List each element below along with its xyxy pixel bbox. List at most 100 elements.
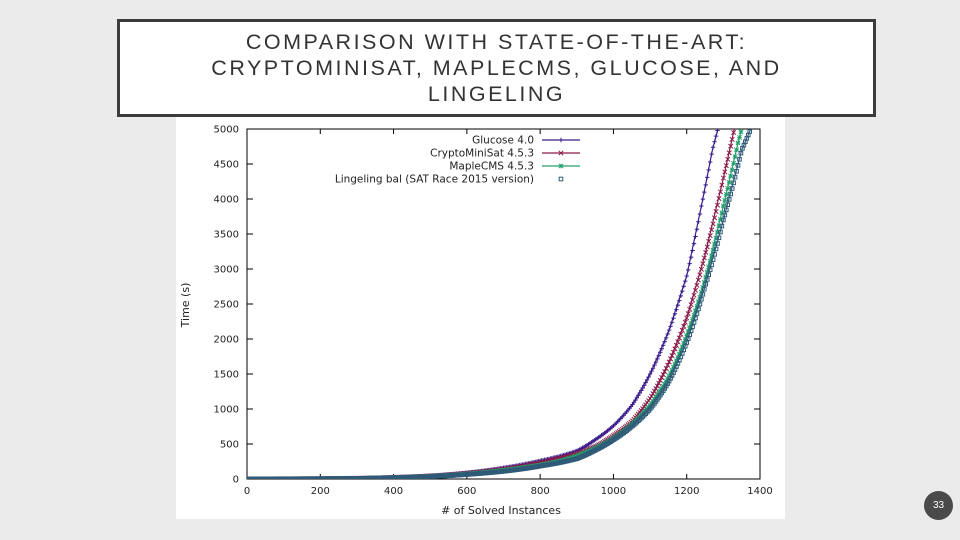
data-point	[647, 371, 653, 377]
legend-label: CryptoMiniSat 4.5.3	[430, 148, 534, 160]
data-point	[731, 129, 737, 136]
data-point	[685, 311, 691, 317]
data-point	[729, 167, 735, 173]
data-point	[731, 180, 736, 186]
data-point	[726, 150, 732, 156]
data-point	[692, 308, 699, 314]
data-point	[652, 362, 657, 368]
data-point	[693, 234, 698, 239]
data-point	[691, 292, 697, 298]
data-point	[690, 248, 695, 253]
data-point	[697, 211, 703, 217]
data-point	[682, 319, 688, 325]
data-point	[690, 317, 696, 323]
data-point	[668, 323, 673, 329]
data-point	[687, 325, 693, 331]
x-tick-label: 800	[531, 486, 550, 497]
data-point	[712, 215, 718, 221]
data-point	[734, 169, 739, 174]
data-point	[699, 203, 704, 209]
data-point	[688, 321, 694, 327]
data-point	[691, 241, 697, 246]
data-point	[646, 374, 651, 380]
data-point	[716, 235, 722, 241]
data-point	[700, 261, 706, 267]
data-point	[707, 159, 713, 165]
data-point	[703, 249, 709, 255]
data-point	[644, 377, 650, 383]
data-point	[722, 197, 728, 203]
data-point	[707, 258, 713, 264]
data-point	[679, 327, 685, 333]
data-point	[660, 372, 666, 378]
data-point	[710, 257, 716, 262]
data-point	[631, 400, 637, 405]
data-point	[694, 303, 700, 309]
data-point	[643, 380, 648, 385]
data-point	[685, 329, 691, 335]
data-point	[668, 356, 674, 362]
data-point	[693, 315, 698, 321]
data-point	[735, 163, 741, 168]
page-number-badge: 33	[924, 491, 953, 520]
data-point	[715, 129, 720, 133]
data-point	[665, 362, 671, 368]
data-point	[729, 186, 735, 191]
data-point	[687, 306, 693, 312]
data-point	[653, 386, 659, 392]
data-point	[650, 391, 656, 397]
data-point	[669, 319, 675, 325]
data-point	[692, 287, 699, 293]
data-point	[649, 368, 654, 374]
data-point	[710, 145, 716, 150]
y-tick-label: 5000	[214, 125, 239, 136]
data-point	[682, 336, 688, 342]
data-point	[698, 266, 704, 272]
data-point	[710, 247, 716, 253]
data-point	[721, 217, 726, 223]
data-point	[709, 253, 715, 259]
data-point	[738, 150, 744, 156]
data-point	[728, 143, 734, 149]
data-point	[640, 385, 645, 391]
data-point	[672, 311, 678, 317]
data-point	[695, 299, 701, 305]
data-point	[656, 380, 662, 386]
title-line-2: CRYPTOMINISAT, MAPLECMS, GLUCOSE, AND	[211, 56, 782, 80]
data-point	[691, 312, 697, 318]
data-point	[725, 202, 731, 207]
data-point	[663, 335, 669, 341]
data-point	[683, 278, 688, 284]
data-point	[651, 388, 658, 394]
slide-title: COMPARISON WITH STATE-OF-THE-ART: CRYPTO…	[211, 29, 781, 107]
data-point	[558, 176, 564, 182]
data-point	[636, 393, 641, 398]
data-point	[690, 297, 696, 303]
data-point	[694, 311, 700, 316]
data-point	[655, 356, 660, 362]
y-tick-label: 3500	[214, 230, 239, 241]
data-point	[706, 272, 712, 278]
data-point	[671, 315, 676, 321]
data-point	[666, 359, 672, 365]
data-point	[718, 229, 723, 235]
data-point	[677, 298, 682, 303]
data-point	[707, 233, 713, 239]
data-point	[662, 339, 667, 344]
data-point	[726, 179, 732, 185]
data-point	[672, 361, 678, 367]
x-tick-label: 200	[311, 486, 330, 497]
data-point	[675, 354, 681, 360]
data-point	[657, 377, 663, 384]
data-point	[633, 397, 638, 403]
y-tick-label: 0	[233, 475, 239, 486]
data-point	[656, 353, 662, 358]
data-point	[678, 293, 684, 299]
data-point	[659, 346, 664, 351]
x-tick-label: 600	[457, 486, 476, 497]
data-point	[639, 388, 644, 393]
data-point	[716, 223, 722, 229]
data-point	[736, 134, 742, 140]
data-point	[694, 227, 700, 232]
